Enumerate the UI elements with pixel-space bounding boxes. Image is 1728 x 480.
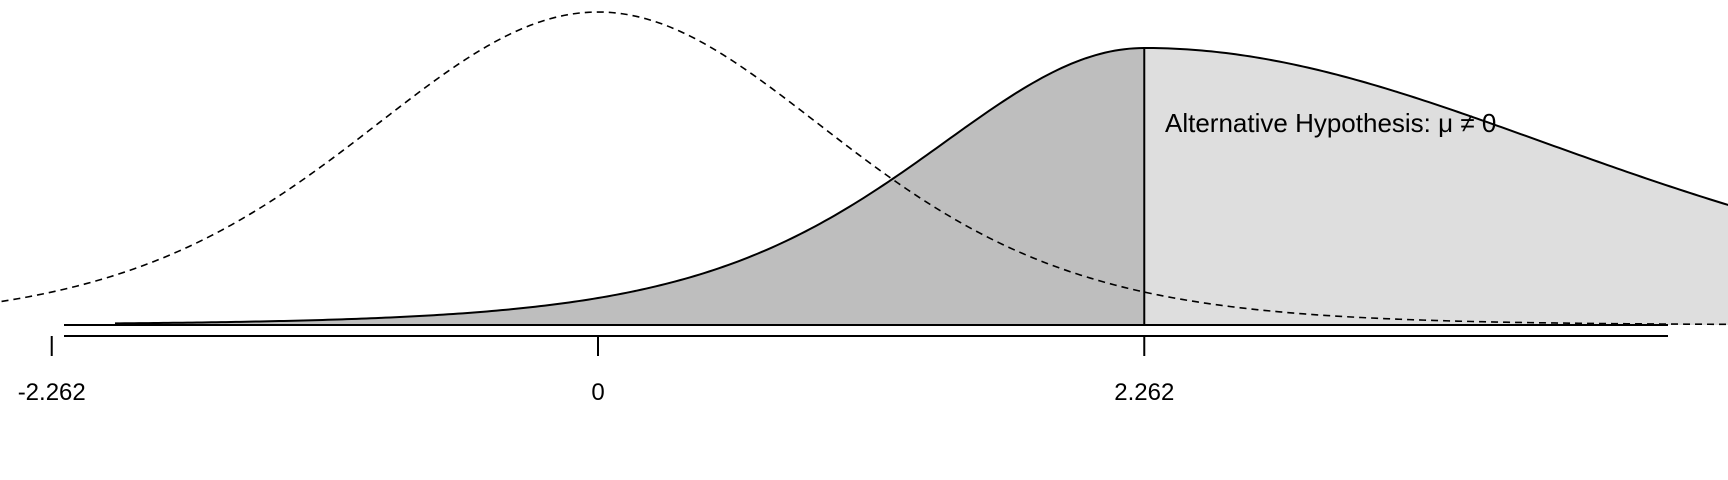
axis-layer: -2.262 0 2.262 xyxy=(18,324,1668,406)
x-tick-label: -2.262 xyxy=(18,379,86,406)
x-tick-label: 2.262 xyxy=(1114,379,1174,406)
x-tick-label: 0 xyxy=(591,379,604,406)
null-distribution-curve xyxy=(0,11,1728,326)
shading-layer xyxy=(115,48,1728,325)
shaded-region-above-critical xyxy=(1144,48,1728,325)
shaded-region-below-critical xyxy=(115,48,1145,325)
curve-layer xyxy=(0,11,1728,326)
alternative-distribution-curve xyxy=(114,46,1728,325)
alternative-hypothesis-annotation: Alternative Hypothesis: μ ≠ 0 xyxy=(1165,108,1496,138)
